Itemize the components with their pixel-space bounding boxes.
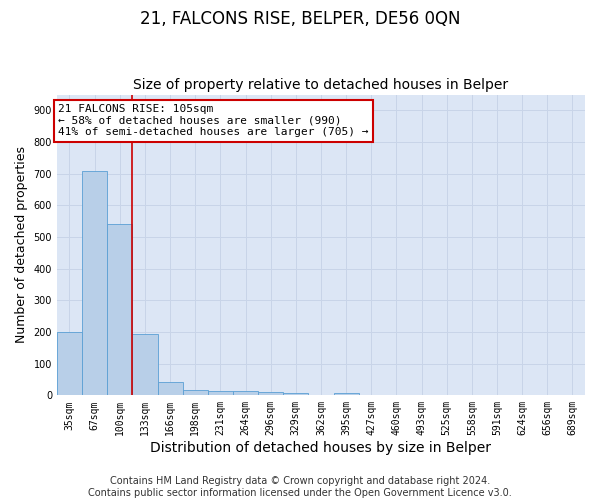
Title: Size of property relative to detached houses in Belper: Size of property relative to detached ho… (133, 78, 509, 92)
Bar (158, 382, 182, 396)
Bar (133, 334, 158, 396)
Text: 21, FALCONS RISE, BELPER, DE56 0QN: 21, FALCONS RISE, BELPER, DE56 0QN (140, 10, 460, 28)
Bar (57, 332, 82, 396)
Text: Contains HM Land Registry data © Crown copyright and database right 2024.
Contai: Contains HM Land Registry data © Crown c… (88, 476, 512, 498)
Bar (334, 393, 359, 396)
Bar (283, 393, 308, 396)
Y-axis label: Number of detached properties: Number of detached properties (15, 146, 28, 344)
X-axis label: Distribution of detached houses by size in Belper: Distribution of detached houses by size … (151, 441, 491, 455)
Bar (233, 391, 258, 396)
Bar (258, 392, 283, 396)
Bar (107, 224, 133, 396)
Bar (208, 391, 233, 396)
Bar (182, 390, 208, 396)
Bar (82, 170, 107, 396)
Text: 21 FALCONS RISE: 105sqm
← 58% of detached houses are smaller (990)
41% of semi-d: 21 FALCONS RISE: 105sqm ← 58% of detache… (58, 104, 368, 138)
